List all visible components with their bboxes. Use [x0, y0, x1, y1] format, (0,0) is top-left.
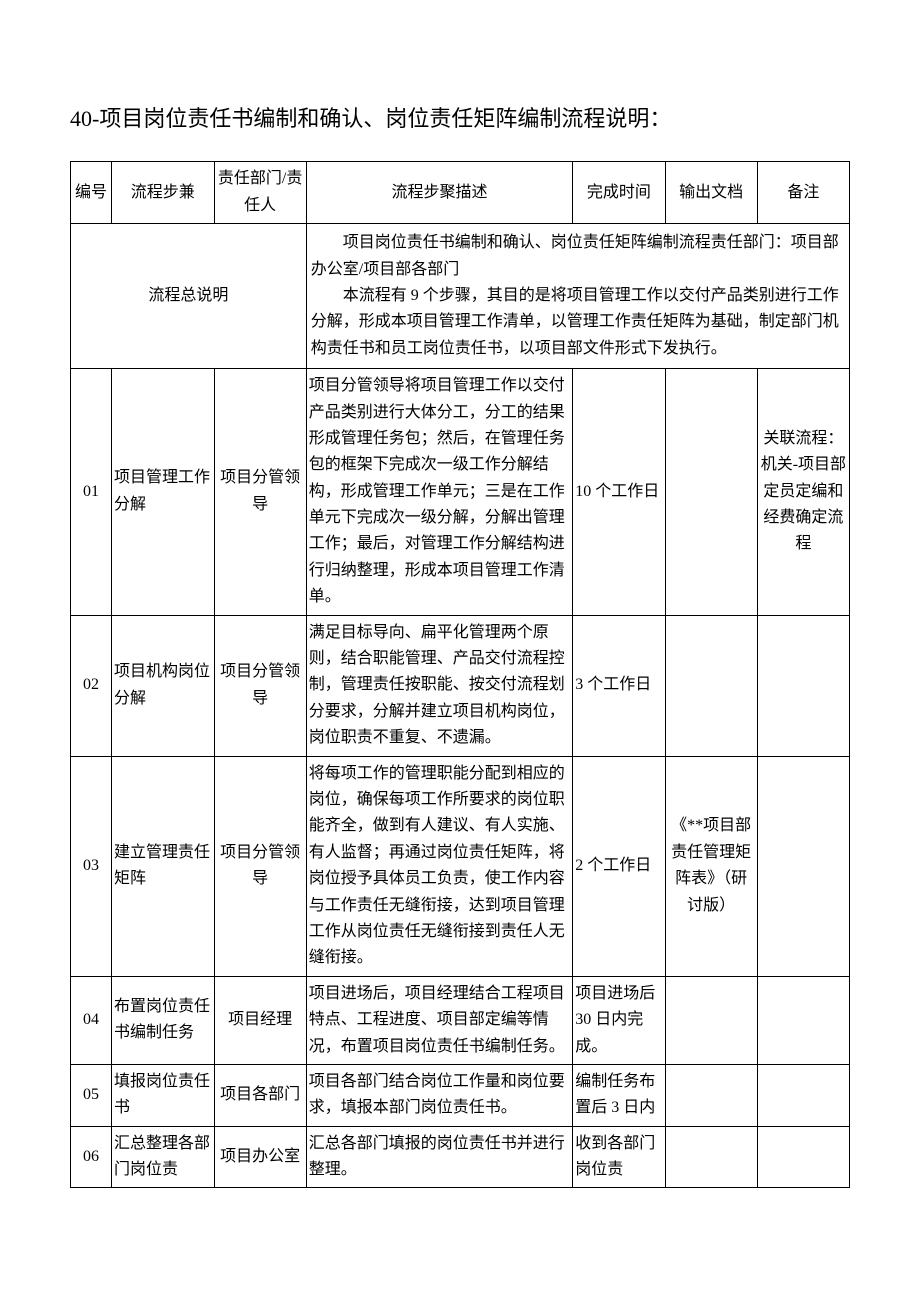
- summary-content: 项目岗位责任书编制和确认、岗位责任矩阵编制流程责任部门：项目部办公室/项目部各部…: [306, 224, 849, 369]
- cell-out: [665, 369, 757, 616]
- cell-time: 收到各部门岗位责: [573, 1126, 665, 1188]
- cell-out: 《**项目部责任管理矩阵表》（研讨版）: [665, 756, 757, 976]
- table-row: 06 汇总整理各部门岗位责 项目办公室 汇总各部门填报的岗位责任书并进行整理。 …: [71, 1126, 850, 1188]
- header-time: 完成时间: [573, 162, 665, 224]
- cell-time: 项目进场后30 日内完成。: [573, 976, 665, 1064]
- cell-desc: 项目各部门结合岗位工作量和岗位要求，填报本部门岗位责任书。: [306, 1064, 573, 1126]
- cell-desc: 汇总各部门填报的岗位责任书并进行整理。: [306, 1126, 573, 1188]
- header-resp: 责任部门/责任人: [214, 162, 306, 224]
- cell-no: 05: [71, 1064, 112, 1126]
- header-note: 备注: [757, 162, 849, 224]
- header-out: 输出文档: [665, 162, 757, 224]
- cell-no: 06: [71, 1126, 112, 1188]
- cell-note: [757, 1064, 849, 1126]
- header-no: 编号: [71, 162, 112, 224]
- cell-out: [665, 1126, 757, 1188]
- table-row: 04 布置岗位责任书编制任务 项目经理 项目进场后，项目经理结合工程项目特点、工…: [71, 976, 850, 1064]
- cell-note: [757, 1126, 849, 1188]
- cell-out: [665, 615, 757, 756]
- cell-note: [757, 756, 849, 976]
- summary-p2: 本流程有 9 个步骤，其目的是将项目管理工作以交付产品类别进行工作分解，形成本项…: [311, 283, 845, 362]
- cell-step: 汇总整理各部门岗位责: [112, 1126, 215, 1188]
- cell-resp: 项目经理: [214, 976, 306, 1064]
- cell-step: 项目机构岗位分解: [112, 615, 215, 756]
- cell-no: 03: [71, 756, 112, 976]
- process-table: 编号 流程步兼 责任部门/责任人 流程步聚描述 完成时间 输出文档 备注 流程总…: [70, 161, 850, 1188]
- header-step: 流程步兼: [112, 162, 215, 224]
- cell-note: [757, 615, 849, 756]
- table-row: 02 项目机构岗位分解 项目分管领导 满足目标导向、扁平化管理两个原则，结合职能…: [71, 615, 850, 756]
- summary-label: 流程总说明: [71, 224, 307, 369]
- summary-p1: 项目岗位责任书编制和确认、岗位责任矩阵编制流程责任部门：项目部办公室/项目部各部…: [311, 230, 845, 283]
- cell-time: 10 个工作日: [573, 369, 665, 616]
- cell-step: 填报岗位责任书: [112, 1064, 215, 1126]
- cell-desc: 将每项工作的管理职能分配到相应的岗位，确保每项工作所要求的岗位职能齐全，做到有人…: [306, 756, 573, 976]
- cell-resp: 项目分管领导: [214, 369, 306, 616]
- cell-step: 布置岗位责任书编制任务: [112, 976, 215, 1064]
- table-row: 01 项目管理工作分解 项目分管领导 项目分管领导将项目管理工作以交付产品类别进…: [71, 369, 850, 616]
- header-desc: 流程步聚描述: [306, 162, 573, 224]
- cell-no: 01: [71, 369, 112, 616]
- cell-resp: 项目办公室: [214, 1126, 306, 1188]
- cell-step: 项目管理工作分解: [112, 369, 215, 616]
- table-row: 03 建立管理责任矩阵 项目分管领导 将每项工作的管理职能分配到相应的岗位，确保…: [71, 756, 850, 976]
- cell-note: 关联流程：机关-项目部定员定编和经费确定流程: [757, 369, 849, 616]
- table-row: 05 填报岗位责任书 项目各部门 项目各部门结合岗位工作量和岗位要求，填报本部门…: [71, 1064, 850, 1126]
- page-title: 40-项目岗位责任书编制和确认、岗位责任矩阵编制流程说明：: [70, 100, 850, 137]
- cell-desc: 项目进场后，项目经理结合工程项目特点、工程进度、项目部定编等情况，布置项目岗位责…: [306, 976, 573, 1064]
- cell-resp: 项目各部门: [214, 1064, 306, 1126]
- cell-no: 02: [71, 615, 112, 756]
- cell-time: 编制任务布置后 3 日内: [573, 1064, 665, 1126]
- cell-resp: 项目分管领导: [214, 615, 306, 756]
- cell-step: 建立管理责任矩阵: [112, 756, 215, 976]
- cell-out: [665, 1064, 757, 1126]
- summary-row: 流程总说明 项目岗位责任书编制和确认、岗位责任矩阵编制流程责任部门：项目部办公室…: [71, 224, 850, 369]
- cell-resp: 项目分管领导: [214, 756, 306, 976]
- cell-time: 2 个工作日: [573, 756, 665, 976]
- cell-desc: 项目分管领导将项目管理工作以交付产品类别进行大体分工，分工的结果形成管理任务包；…: [306, 369, 573, 616]
- cell-time: 3 个工作日: [573, 615, 665, 756]
- table-header-row: 编号 流程步兼 责任部门/责任人 流程步聚描述 完成时间 输出文档 备注: [71, 162, 850, 224]
- cell-out: [665, 976, 757, 1064]
- cell-note: [757, 976, 849, 1064]
- cell-desc: 满足目标导向、扁平化管理两个原则，结合职能管理、产品交付流程控制，管理责任按职能…: [306, 615, 573, 756]
- cell-no: 04: [71, 976, 112, 1064]
